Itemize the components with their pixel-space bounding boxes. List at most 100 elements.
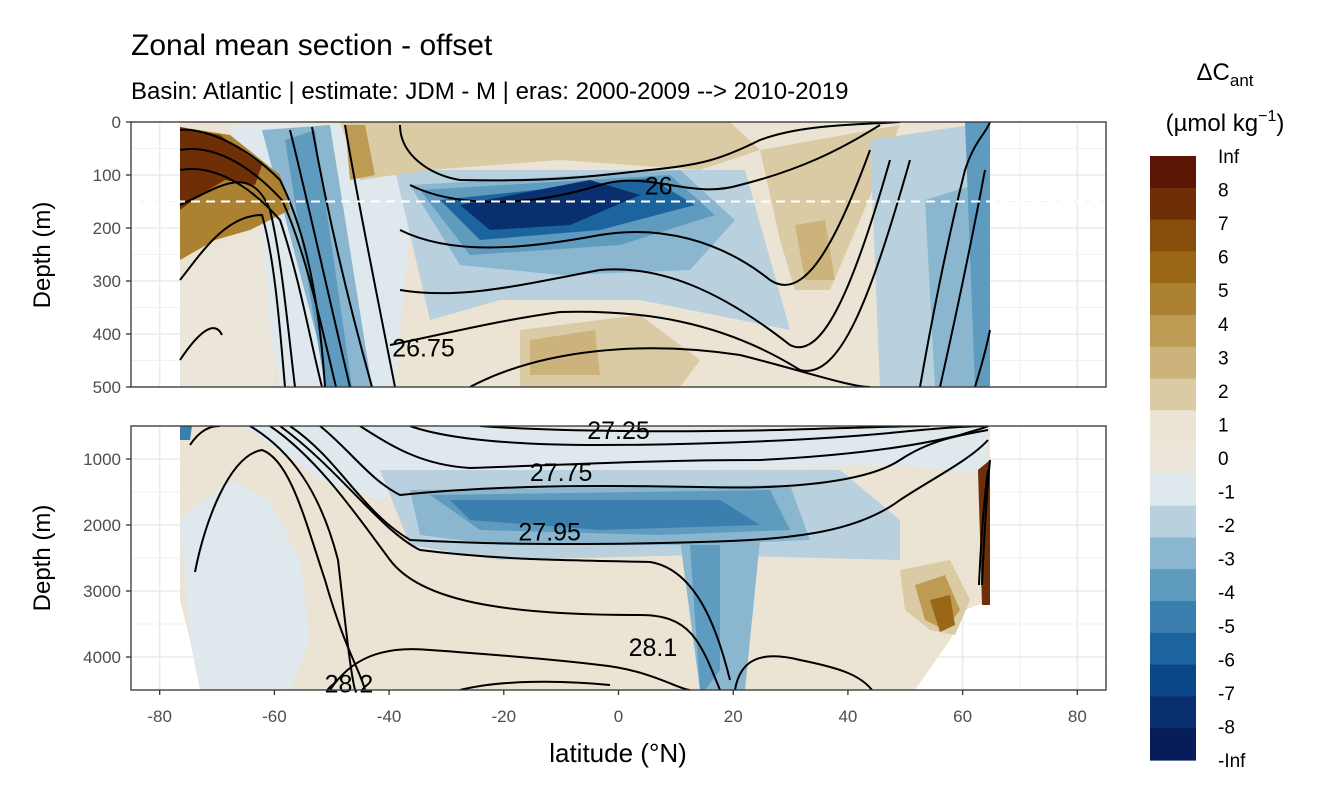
x-tick-label: 60: [953, 707, 972, 726]
legend-label: -1: [1218, 483, 1235, 504]
legend-label: -Inf: [1218, 751, 1246, 772]
legend-color-bar: [1150, 156, 1196, 761]
legend-unit-post: ): [1276, 110, 1284, 137]
contour-label: 27.75: [530, 459, 593, 487]
top-fill-brown-south-core: [180, 127, 262, 210]
bottom-fill-blue-column-core: [690, 545, 720, 690]
x-tick-label: 40: [838, 707, 857, 726]
bottom-contour-line: [249, 426, 356, 690]
top-contour-line: [179, 327, 223, 361]
legend-label: 3: [1218, 348, 1229, 369]
legend-color-step: [1150, 219, 1196, 252]
contour-label: 28.1: [629, 634, 678, 662]
y-tick-label: 400: [93, 325, 121, 344]
legend-label: -2: [1218, 516, 1235, 537]
legend-label: 4: [1218, 315, 1229, 336]
bottom-contour-line: [329, 648, 691, 690]
legend-color-step: [1150, 505, 1196, 539]
bottom-contour-line: [319, 426, 989, 497]
legend-color-step: [1150, 378, 1196, 411]
top-contour-line: [289, 129, 351, 387]
contour-label: 26.75: [392, 334, 455, 362]
y-tick-label: 2000: [83, 516, 121, 535]
legend-label: -7: [1218, 684, 1235, 705]
bottom-contour-line: [479, 426, 931, 433]
legend-label: 2: [1218, 382, 1229, 403]
legend-color-step: [1150, 473, 1196, 507]
color-legend: ΔCant (µmol kg−1) Inf 8 7 6 5 4 3 2 1 0 -1 -2 -3 -4 -5…: [1150, 59, 1284, 772]
top-fill-brown-deep-core: [530, 330, 600, 375]
top-contour-line: [469, 347, 871, 387]
bottom-fill-blue-band-deep: [450, 500, 760, 530]
top-panel: 26 26.75 0 100 200 300 400 500: [93, 113, 1107, 397]
legend-unit-sup: −1: [1258, 108, 1276, 125]
top-panel-y-axis: 0 100 200 300 400 500: [93, 113, 131, 397]
legend-color-step: [1150, 251, 1196, 284]
top-panel-contours: [179, 122, 991, 387]
legend-color-step: [1150, 442, 1196, 475]
top-contour-line: [399, 149, 871, 286]
legend-color-step: [1150, 346, 1196, 380]
y-tick-label: 3000: [83, 582, 121, 601]
legend-color-step: [1150, 537, 1196, 570]
bottom-fill-light-blue-south: [180, 480, 310, 690]
top-fill-blue-core: [460, 180, 640, 230]
legend-label: 7: [1218, 214, 1229, 235]
y-tick-label: 500: [93, 378, 121, 397]
legend-color-step: [1150, 664, 1196, 698]
bottom-contour-line: [459, 680, 611, 690]
bottom-panel-contour-labels: 27.25 27.75 27.95 28.1 28.2: [325, 417, 678, 698]
top-contour-line: [939, 169, 986, 387]
legend-color-step: [1150, 601, 1196, 634]
legend-title-main: ΔC: [1196, 59, 1229, 86]
contour-label: 28.2: [325, 670, 374, 698]
legend-label: -3: [1218, 550, 1235, 571]
top-contour-line: [399, 122, 901, 182]
x-tick-label: -60: [262, 707, 287, 726]
x-tick-label: -40: [377, 707, 402, 726]
top-contour-line: [919, 122, 991, 387]
y-tick-label: 100: [93, 166, 121, 185]
bottom-panel: 27.25 27.75 27.95 28.1 28.2 1000 2000 3000 4000: [83, 417, 1107, 698]
legend-label: -8: [1218, 717, 1235, 738]
y-axis-title-top: Depth (m): [29, 202, 56, 309]
y-tick-label: 300: [93, 272, 121, 291]
legend-label: 8: [1218, 181, 1229, 202]
bottom-contour-line: [734, 655, 873, 690]
top-contour-line: [974, 329, 991, 387]
top-fill-brown-top-mid: [340, 122, 760, 180]
bottom-fill-brown-deep-north-dark: [930, 595, 955, 632]
legend-color-step: [1150, 156, 1196, 189]
x-tick-label: -20: [492, 707, 517, 726]
bottom-contour-line: [978, 469, 989, 586]
legend-title-sub: ant: [1230, 71, 1254, 90]
bottom-contour-line: [269, 426, 721, 690]
legend-color-step: [1150, 728, 1196, 761]
top-fill-blue-north-edge: [965, 122, 990, 387]
top-contour-line: [311, 126, 373, 387]
x-tick-label: 0: [614, 707, 623, 726]
x-axis: -80 -60 -40 -20 0 20 40 60 80: [147, 690, 1087, 726]
top-contour-line: [179, 148, 337, 387]
legend-label: -4: [1218, 583, 1235, 604]
legend-label: 5: [1218, 281, 1229, 302]
legend-color-step: [1150, 569, 1196, 602]
contour-label: 27.25: [587, 417, 650, 445]
legend-color-step: [1150, 696, 1196, 729]
y-tick-label: 4000: [83, 648, 121, 667]
y-tick-label: 200: [93, 219, 121, 238]
bottom-contour-line: [279, 426, 731, 681]
y-tick-label: 0: [112, 113, 121, 132]
top-fill-brown-north-core: [795, 220, 835, 280]
bottom-fill-south-edge: [180, 426, 192, 440]
top-contour-line: [344, 124, 396, 387]
top-contour-line: [179, 213, 286, 387]
legend-label: Inf: [1218, 147, 1240, 168]
x-axis-title: latitude (°N): [549, 738, 687, 768]
top-contour-line: [179, 168, 323, 387]
legend-labels: Inf 8 7 6 5 4 3 2 1 0 -1 -2 -3 -4 -5 -6 -7 -8 -Inf: [1218, 147, 1246, 772]
legend-color-step: [1150, 632, 1196, 666]
contour-label: 26: [645, 173, 673, 201]
bottom-contour-line: [289, 426, 989, 546]
